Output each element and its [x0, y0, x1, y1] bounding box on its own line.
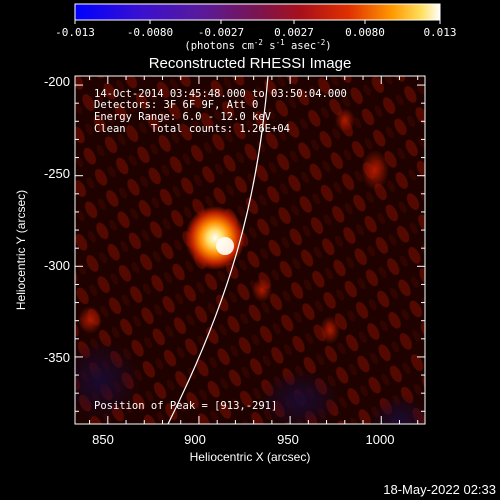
colorbar-tick-label: 0.013	[423, 26, 456, 39]
annotation-method: Clean Total counts: 1.26E+04	[94, 123, 290, 135]
plot-frame	[74, 75, 426, 425]
y-tick-label: -250	[44, 166, 70, 181]
rhessi-image	[75, 76, 425, 424]
annotation-energy: Energy Range: 6.0 - 12.0 keV	[94, 111, 272, 123]
colorbar-tick-label: 0.0027	[274, 26, 314, 39]
y-tick-label: -300	[44, 258, 70, 273]
x-tick-label: 900	[184, 432, 206, 447]
colorbar-tick-label: -0.0080	[127, 26, 173, 39]
axis-ticks	[75, 76, 425, 424]
solar-limb	[167, 76, 269, 424]
colorbar	[74, 3, 441, 21]
colorbar-unit-label: (photons cm-2 s-1 asec-2)	[184, 38, 331, 52]
x-tick-label: 1000	[366, 432, 395, 447]
y-axis-label: Heliocentric Y (arcsec)	[14, 190, 28, 310]
colorbar-tick-label: 0.0080	[345, 26, 385, 39]
annotation-detectors: Detectors: 3F 6F 9F, Att 0	[94, 99, 258, 111]
plot-title: Reconstructed RHESSI Image	[149, 55, 352, 72]
image-annotations: 14-Oct-2014 03:45:48.000 to 03:50:04.000…	[94, 88, 347, 412]
x-axis-label: Heliocentric X (arcsec)	[190, 450, 311, 464]
colorbar-tick-label: -0.0027	[198, 26, 244, 39]
annotation-peak: Position of Peak = [913,-291]	[94, 400, 277, 412]
colorbar-tick-label: -0.013	[55, 26, 95, 39]
colorbar-ticks	[74, 20, 441, 24]
x-tick-label: 950	[277, 432, 299, 447]
flare-source	[185, 206, 245, 270]
annotation-time-range: 14-Oct-2014 03:45:48.000 to 03:50:04.000	[94, 88, 347, 100]
y-tick-label: -350	[44, 350, 70, 365]
footer-timestamp: 18-May-2022 02:33	[383, 482, 496, 497]
y-tick-label: -200	[44, 74, 70, 89]
x-tick-label: 850	[92, 432, 114, 447]
